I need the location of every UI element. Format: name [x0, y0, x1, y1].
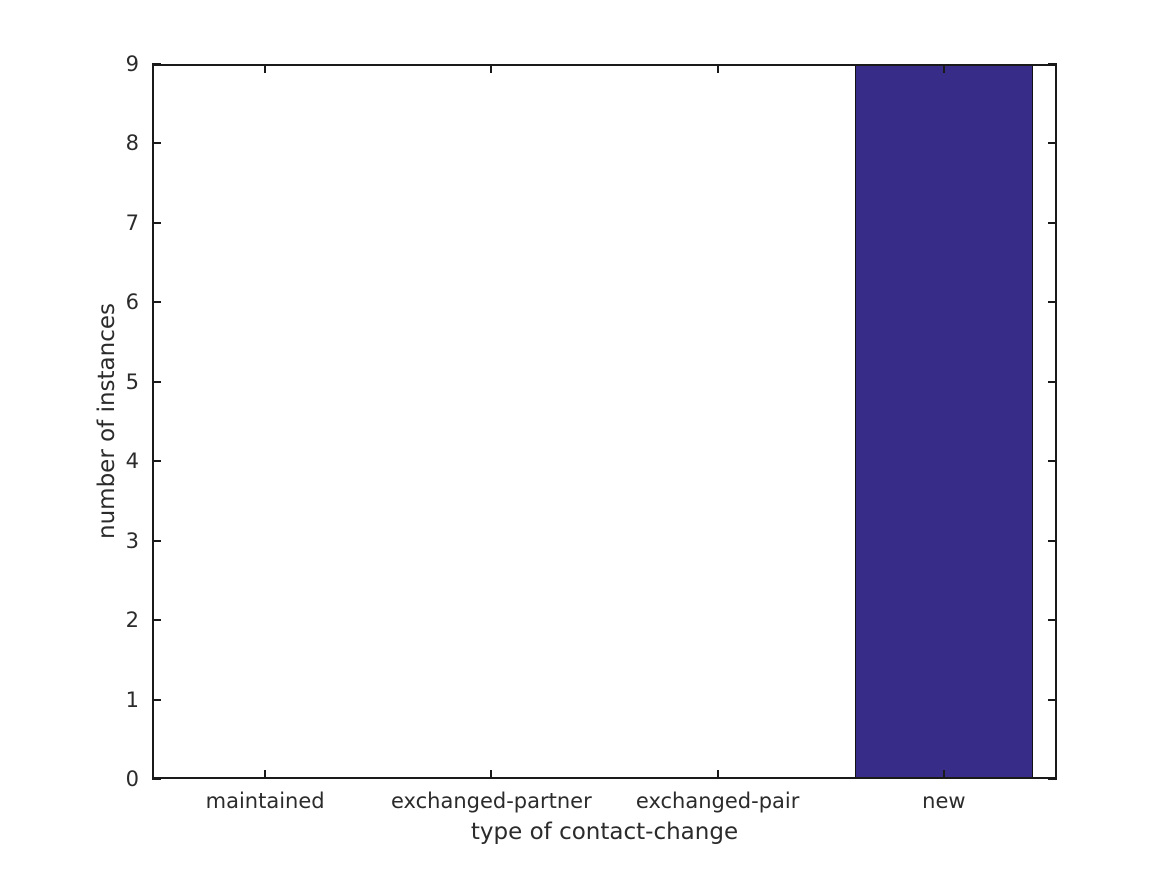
y-tick-label: 0	[125, 767, 139, 791]
y-tick-left	[152, 778, 161, 780]
y-tick-right	[1048, 142, 1057, 145]
x-tick-top	[942, 64, 945, 73]
y-tick-left	[152, 619, 161, 622]
y-tick-left	[152, 460, 161, 463]
y-tick-label: 6	[125, 290, 139, 315]
bar-new	[854, 64, 1034, 779]
y-tick-label: 7	[125, 210, 139, 235]
y-tick-left	[152, 142, 161, 145]
y-tick-right	[1048, 63, 1057, 65]
y-tick-right	[1048, 460, 1057, 463]
y-tick-left	[152, 698, 161, 701]
y-tick-left	[152, 63, 161, 65]
y-tick-label: 4	[125, 449, 139, 474]
y-tick-label: 9	[125, 52, 139, 76]
x-tick-bottom	[490, 770, 493, 779]
x-tick-label: new	[922, 789, 966, 813]
y-tick-right	[1048, 301, 1057, 304]
y-tick-label: 2	[125, 608, 139, 633]
y-tick-right	[1048, 698, 1057, 701]
y-axis-label: number of instances	[94, 303, 120, 539]
y-tick-left	[152, 221, 161, 224]
y-tick-right	[1048, 778, 1057, 780]
x-tick-bottom	[264, 770, 267, 779]
x-tick-bottom	[942, 770, 945, 779]
x-tick-label: exchanged-pair	[635, 789, 800, 813]
y-tick-right	[1048, 619, 1057, 622]
y-tick-label: 3	[125, 528, 139, 553]
y-tick-left	[152, 301, 161, 304]
y-tick-right	[1048, 380, 1057, 383]
y-tick-label: 8	[125, 131, 139, 156]
x-axis-label: type of contact-change	[470, 819, 739, 845]
x-tick-label: exchanged-partner	[391, 789, 592, 813]
y-tick-left	[152, 539, 161, 542]
x-tick-label: maintained	[205, 789, 325, 813]
y-tick-left	[152, 380, 161, 383]
x-tick-bottom	[716, 770, 719, 779]
x-tick-top	[490, 64, 493, 73]
x-tick-top	[716, 64, 719, 73]
y-tick-label: 5	[125, 369, 139, 394]
x-tick-top	[264, 64, 267, 73]
y-tick-right	[1048, 221, 1057, 224]
y-tick-label: 1	[125, 687, 139, 712]
y-tick-right	[1048, 539, 1057, 542]
